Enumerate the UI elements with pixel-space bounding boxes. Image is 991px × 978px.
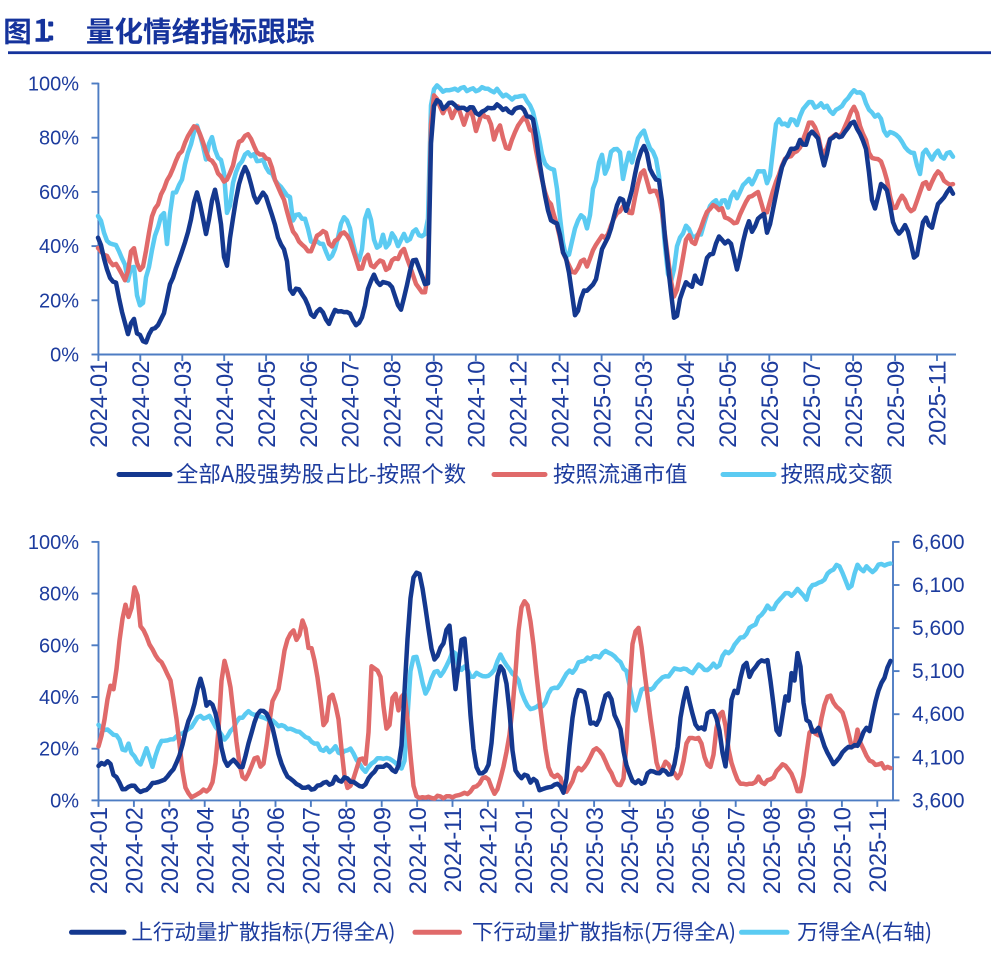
svg-text:60%: 60% [39,182,79,204]
svg-text:2024-04: 2024-04 [212,361,239,448]
svg-text:2024-09: 2024-09 [422,361,449,448]
svg-text:2024-12: 2024-12 [505,361,532,448]
svg-text:5,100: 5,100 [912,660,965,683]
svg-text:2024-07: 2024-07 [338,361,365,448]
svg-text:100%: 100% [28,532,79,554]
svg-text:2025-07: 2025-07 [723,807,750,894]
svg-text:5,600: 5,600 [912,617,965,640]
svg-text:80%: 80% [39,584,79,606]
svg-text:2025-05: 2025-05 [653,807,680,894]
svg-text:2024-01: 2024-01 [86,361,113,448]
svg-text:2024-03: 2024-03 [170,361,197,448]
svg-text:2024-04: 2024-04 [192,807,219,894]
svg-text:6,600: 6,600 [912,531,965,554]
svg-text:2025-11: 2025-11 [925,361,952,447]
svg-text:2024-11: 2024-11 [440,807,467,893]
svg-text:2025-04: 2025-04 [617,807,644,894]
svg-text:60%: 60% [39,635,79,657]
svg-text:4,600: 4,600 [912,703,965,726]
svg-text:2024-12: 2024-12 [476,807,503,894]
svg-text:2024-02: 2024-02 [122,807,149,894]
svg-text:2025-06: 2025-06 [757,361,784,448]
svg-text:2025-05: 2025-05 [715,361,742,448]
svg-text:2024-08: 2024-08 [380,361,407,448]
svg-text:2025-02: 2025-02 [546,807,573,894]
svg-text:20%: 20% [39,290,79,312]
svg-text:0%: 0% [50,345,79,367]
svg-text:2024-08: 2024-08 [334,807,361,894]
svg-text:2025-01: 2025-01 [511,807,538,894]
svg-text:2024-02: 2024-02 [128,361,155,448]
svg-text:2024-01: 2024-01 [86,807,113,894]
svg-text:2025-08: 2025-08 [841,361,868,448]
svg-text:20%: 20% [39,739,79,761]
svg-text:2025-07: 2025-07 [799,361,826,448]
svg-text:6,100: 6,100 [912,574,965,597]
svg-text:100%: 100% [28,74,79,96]
svg-text:2025-08: 2025-08 [759,807,786,894]
svg-text:2024-10: 2024-10 [464,361,491,448]
svg-text:2025-04: 2025-04 [673,361,700,448]
svg-text:2025-06: 2025-06 [688,807,715,894]
svg-text:2025-11: 2025-11 [865,807,892,893]
svg-text:4,100: 4,100 [912,746,965,769]
svg-text:2024-05: 2024-05 [228,807,255,894]
svg-text:2024-07: 2024-07 [299,807,326,894]
svg-text:40%: 40% [39,236,79,258]
svg-text:3,600: 3,600 [912,789,965,812]
svg-text:2025-02: 2025-02 [589,361,616,448]
svg-text:2025-03: 2025-03 [582,807,609,894]
svg-text:0%: 0% [50,790,79,812]
svg-text:2024-03: 2024-03 [157,807,184,894]
svg-text:2024-12: 2024-12 [547,361,574,448]
svg-text:2024-05: 2024-05 [254,361,281,448]
svg-text:2024-06: 2024-06 [296,361,323,448]
svg-text:2024-10: 2024-10 [405,807,432,894]
svg-text:2025-10: 2025-10 [830,807,857,894]
svg-text:2025-03: 2025-03 [631,361,658,448]
svg-text:2025-09: 2025-09 [794,807,821,894]
svg-text:2024-06: 2024-06 [263,807,290,894]
svg-text:80%: 80% [39,128,79,150]
svg-text:2025-09: 2025-09 [883,361,910,448]
svg-text:40%: 40% [39,687,79,709]
svg-text:2024-09: 2024-09 [369,807,396,894]
